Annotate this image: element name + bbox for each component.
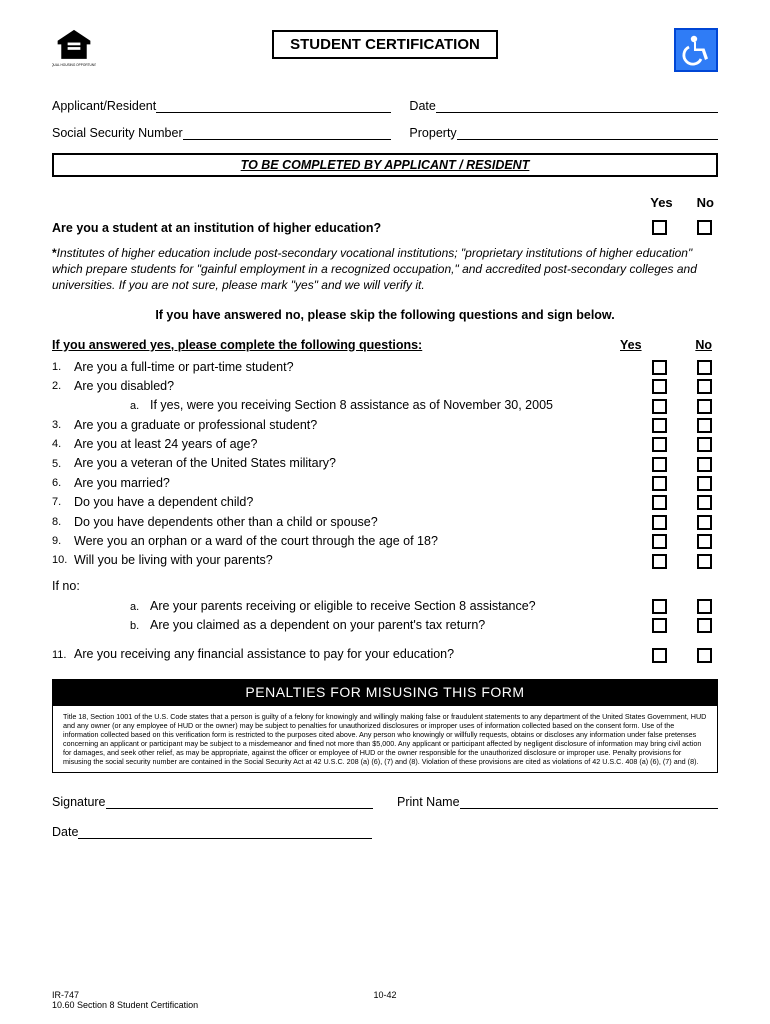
no-checkbox[interactable] bbox=[697, 554, 712, 569]
yes-checkbox[interactable] bbox=[652, 515, 667, 530]
no-checkbox[interactable] bbox=[697, 476, 712, 491]
question-list: 1.Are you a full-time or part-time stude… bbox=[52, 358, 718, 571]
question-row: 2.Are you disabled? bbox=[52, 377, 718, 396]
yes-header: Yes bbox=[650, 195, 672, 210]
yes-checkbox[interactable] bbox=[652, 618, 667, 633]
applicant-label: Applicant/Resident bbox=[52, 99, 156, 113]
section-bar: TO BE COMPLETED BY APPLICANT / RESIDENT bbox=[52, 153, 718, 177]
q11-yes-checkbox[interactable] bbox=[652, 648, 667, 663]
no-checkbox[interactable] bbox=[697, 457, 712, 472]
no-checkbox[interactable] bbox=[697, 418, 712, 433]
svg-text:EQUAL HOUSING OPPORTUNITY: EQUAL HOUSING OPPORTUNITY bbox=[52, 63, 96, 67]
signature-row: Signature Print Name bbox=[52, 795, 718, 809]
penalty-text: Title 18, Section 1001 of the U.S. Code … bbox=[52, 705, 718, 773]
skip-instruction: If you have answered no, please skip the… bbox=[52, 308, 718, 322]
q1-yes-checkbox[interactable] bbox=[652, 220, 667, 235]
sig-date-input[interactable] bbox=[78, 825, 371, 839]
yes-checkbox[interactable] bbox=[652, 360, 667, 375]
question-row: 3.Are you a graduate or professional stu… bbox=[52, 416, 718, 435]
no-checkbox[interactable] bbox=[697, 437, 712, 452]
yes-checkbox[interactable] bbox=[652, 437, 667, 452]
footer-center: 10-42 bbox=[373, 990, 396, 1000]
yes-checkbox[interactable] bbox=[652, 457, 667, 472]
printname-label: Print Name bbox=[397, 795, 460, 809]
no-checkbox[interactable] bbox=[697, 618, 712, 633]
question-row: 4.Are you at least 24 years of age? bbox=[52, 435, 718, 454]
footer: IR-747 10.60 Section 8 Student Certifica… bbox=[52, 990, 718, 1010]
signature-input[interactable] bbox=[106, 795, 373, 809]
yes-checkbox[interactable] bbox=[652, 534, 667, 549]
property-input[interactable] bbox=[457, 126, 718, 140]
penalty-title: PENALTIES FOR MISUSING THIS FORM bbox=[52, 679, 718, 705]
field-row-2: Social Security Number Property bbox=[52, 126, 718, 140]
no-checkbox[interactable] bbox=[697, 534, 712, 549]
date-input[interactable] bbox=[436, 99, 718, 113]
no-checkbox[interactable] bbox=[697, 360, 712, 375]
ifno-label: If no: bbox=[52, 579, 718, 593]
ssn-input[interactable] bbox=[183, 126, 392, 140]
yes-checkbox[interactable] bbox=[652, 476, 667, 491]
sub-header: If you answered yes, please complete the… bbox=[52, 338, 718, 352]
yes-checkbox[interactable] bbox=[652, 554, 667, 569]
ifno-row: b.Are you claimed as a dependent on your… bbox=[52, 616, 718, 635]
property-label: Property bbox=[409, 126, 456, 140]
question-row: 10.Will you be living with your parents? bbox=[52, 551, 718, 570]
date-label: Date bbox=[409, 99, 435, 113]
question-row: a.If yes, were you receiving Section 8 a… bbox=[52, 396, 718, 415]
no-checkbox[interactable] bbox=[697, 495, 712, 510]
q11-no-checkbox[interactable] bbox=[697, 648, 712, 663]
signature-label: Signature bbox=[52, 795, 106, 809]
definition-note: *Institutes of higher education include … bbox=[52, 245, 718, 294]
question-row: 9.Were you an orphan or a ward of the co… bbox=[52, 532, 718, 551]
no-checkbox[interactable] bbox=[697, 379, 712, 394]
yes-checkbox[interactable] bbox=[652, 379, 667, 394]
date-sig-row: Date bbox=[52, 825, 718, 839]
no-checkbox[interactable] bbox=[697, 399, 712, 414]
question-row: 5.Are you a veteran of the United States… bbox=[52, 454, 718, 473]
question-row: 1.Are you a full-time or part-time stude… bbox=[52, 358, 718, 377]
sig-date-label: Date bbox=[52, 825, 78, 839]
yes-checkbox[interactable] bbox=[652, 495, 667, 510]
ifno-list: a.Are your parents receiving or eligible… bbox=[52, 597, 718, 636]
question-row: 7.Do you have a dependent child? bbox=[52, 493, 718, 512]
main-question: Are you a student at an institution of h… bbox=[52, 221, 652, 235]
no-checkbox[interactable] bbox=[697, 515, 712, 530]
no-checkbox[interactable] bbox=[697, 599, 712, 614]
main-question-row: Are you a student at an institution of h… bbox=[52, 220, 718, 235]
applicant-input[interactable] bbox=[156, 99, 391, 113]
page: EQUAL HOUSING OPPORTUNITY STUDENT CERTIF… bbox=[0, 0, 770, 1024]
footer-left: IR-747 10.60 Section 8 Student Certifica… bbox=[52, 990, 198, 1010]
q1-no-checkbox[interactable] bbox=[697, 220, 712, 235]
ifno-row: a.Are your parents receiving or eligible… bbox=[52, 597, 718, 616]
yes-checkbox[interactable] bbox=[652, 418, 667, 433]
printname-input[interactable] bbox=[460, 795, 718, 809]
no-header: No bbox=[697, 195, 714, 210]
yes-checkbox[interactable] bbox=[652, 399, 667, 414]
question-row: 6.Are you married? bbox=[52, 474, 718, 493]
header: EQUAL HOUSING OPPORTUNITY STUDENT CERTIF… bbox=[52, 28, 718, 73]
yesno-header: Yes No bbox=[52, 195, 718, 210]
yes-checkbox[interactable] bbox=[652, 599, 667, 614]
equal-housing-icon: EQUAL HOUSING OPPORTUNITY bbox=[52, 28, 96, 73]
q11-row: 11. Are you receiving any financial assi… bbox=[52, 645, 718, 664]
accessibility-icon bbox=[674, 28, 718, 72]
ssn-label: Social Security Number bbox=[52, 126, 183, 140]
field-row-1: Applicant/Resident Date bbox=[52, 99, 718, 113]
form-title: STUDENT CERTIFICATION bbox=[272, 30, 498, 59]
question-row: 8.Do you have dependents other than a ch… bbox=[52, 513, 718, 532]
